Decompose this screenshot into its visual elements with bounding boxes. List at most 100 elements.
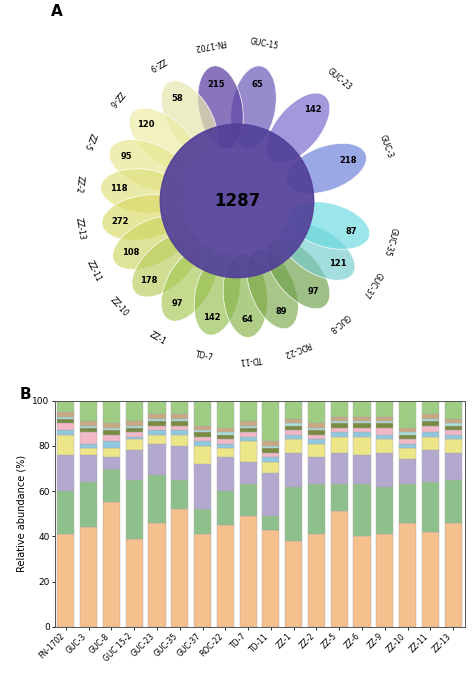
Text: 178: 178 — [140, 276, 157, 285]
Bar — [103, 430, 120, 434]
Bar — [308, 423, 325, 428]
Text: 142: 142 — [203, 312, 221, 321]
Bar — [331, 401, 348, 416]
Bar — [422, 451, 439, 482]
Bar — [445, 435, 462, 439]
Bar — [194, 430, 211, 432]
Bar — [285, 453, 302, 486]
Bar — [354, 423, 371, 428]
Bar — [126, 451, 143, 479]
Bar — [354, 455, 371, 484]
Bar — [103, 448, 120, 458]
Bar — [80, 428, 97, 432]
Bar — [57, 401, 74, 412]
Bar — [399, 439, 416, 444]
Bar — [376, 453, 393, 486]
Ellipse shape — [129, 108, 200, 172]
Text: ZZ-1: ZZ-1 — [147, 330, 167, 347]
Bar — [354, 484, 371, 536]
Bar — [148, 419, 165, 421]
Text: ZZ-11: ZZ-11 — [85, 258, 103, 283]
Bar — [263, 453, 280, 458]
Bar — [331, 432, 348, 437]
Text: 108: 108 — [122, 249, 139, 258]
Bar — [376, 421, 393, 423]
Bar — [126, 479, 143, 538]
Text: 87: 87 — [346, 227, 357, 236]
Text: 64: 64 — [241, 314, 253, 324]
Bar — [263, 448, 280, 453]
Bar — [194, 401, 211, 425]
Bar — [354, 536, 371, 627]
Bar — [331, 416, 348, 421]
Bar — [194, 446, 211, 464]
Y-axis label: Relative abundance (%): Relative abundance (%) — [17, 456, 27, 572]
Bar — [445, 479, 462, 523]
Bar — [331, 453, 348, 484]
Text: 65: 65 — [252, 79, 264, 88]
Bar — [331, 421, 348, 423]
Bar — [399, 444, 416, 448]
Bar — [422, 532, 439, 627]
Bar — [148, 430, 165, 434]
Bar — [80, 455, 97, 482]
Bar — [148, 475, 165, 523]
Bar — [285, 401, 302, 419]
Bar — [422, 414, 439, 419]
Bar — [171, 421, 188, 425]
Bar — [285, 541, 302, 627]
Ellipse shape — [109, 140, 189, 191]
Bar — [126, 401, 143, 421]
Bar — [126, 421, 143, 425]
Text: GUC-8: GUC-8 — [327, 312, 351, 334]
Bar — [57, 534, 74, 627]
Bar — [217, 432, 234, 434]
Bar — [171, 479, 188, 509]
Bar — [171, 401, 188, 414]
Bar — [308, 428, 325, 430]
Bar — [263, 441, 280, 446]
Bar — [80, 527, 97, 627]
Text: 97: 97 — [172, 299, 183, 308]
Ellipse shape — [231, 66, 276, 149]
Bar — [354, 401, 371, 416]
Bar — [263, 458, 280, 462]
Bar — [376, 428, 393, 434]
Text: ZZ-5: ZZ-5 — [82, 132, 97, 151]
Bar — [57, 455, 74, 491]
Text: 142: 142 — [304, 105, 322, 114]
Ellipse shape — [286, 143, 366, 194]
Bar — [239, 432, 256, 437]
Bar — [57, 416, 74, 419]
Bar — [331, 437, 348, 453]
Bar — [194, 441, 211, 446]
Bar — [217, 401, 234, 428]
Bar — [263, 516, 280, 530]
Bar — [148, 444, 165, 475]
Bar — [57, 434, 74, 455]
Text: ZZ-2: ZZ-2 — [73, 175, 84, 194]
Bar — [422, 437, 439, 451]
Bar — [399, 448, 416, 460]
Bar — [80, 401, 97, 421]
Bar — [217, 439, 234, 444]
Bar — [445, 439, 462, 453]
Bar — [263, 462, 280, 473]
Text: GUC-35: GUC-35 — [383, 227, 399, 258]
Text: TD-11: TD-11 — [239, 353, 263, 364]
Text: ROC-22: ROC-22 — [282, 338, 311, 358]
Bar — [126, 538, 143, 627]
Bar — [217, 525, 234, 627]
Bar — [57, 419, 74, 423]
Ellipse shape — [161, 245, 218, 321]
Bar — [80, 482, 97, 527]
Ellipse shape — [113, 216, 191, 269]
Bar — [285, 435, 302, 439]
Bar — [194, 534, 211, 627]
Bar — [126, 428, 143, 432]
Bar — [399, 460, 416, 484]
Text: 118: 118 — [110, 184, 128, 193]
Bar — [80, 444, 97, 448]
Ellipse shape — [223, 253, 267, 338]
Bar — [285, 486, 302, 541]
